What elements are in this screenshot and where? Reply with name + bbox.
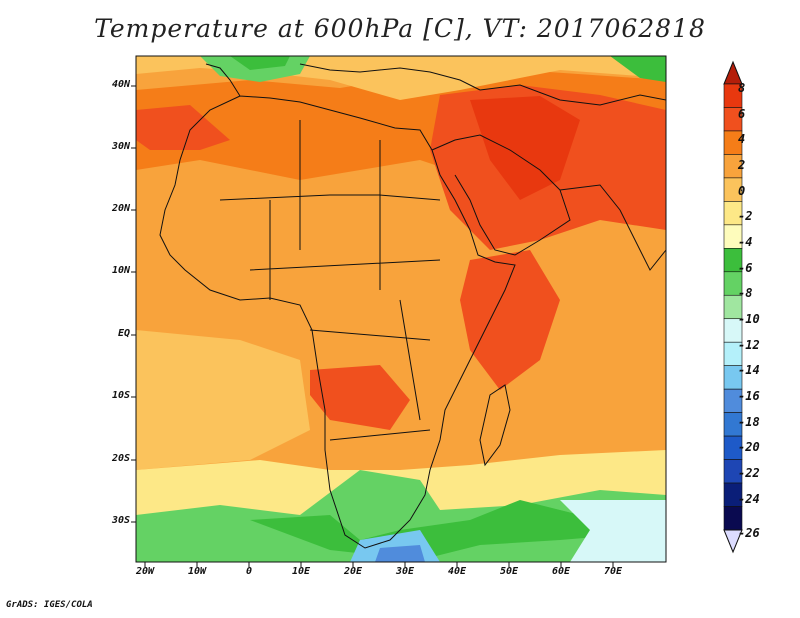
- colorbar-label: -20: [738, 440, 760, 454]
- madagascar-coast: [479, 384, 511, 467]
- colorbar-label: -6: [738, 261, 753, 275]
- colorbar-label: -8: [738, 286, 753, 300]
- field-south-cold: [560, 500, 666, 562]
- lon-label-10e: 10E: [291, 566, 311, 577]
- africa-coast: [159, 63, 516, 549]
- lat-label-30s: 30S: [111, 515, 130, 526]
- field-morocco-hot: [136, 105, 230, 150]
- axis-ticks: [131, 85, 614, 567]
- lon-label-20w: 20W: [135, 566, 155, 577]
- colorbar-label: -12: [738, 338, 760, 352]
- plot-frame: [135, 55, 667, 563]
- colorbar-label: -18: [738, 415, 760, 429]
- lat-label-10n: 10N: [111, 265, 130, 276]
- lat-label-20s: 20S: [111, 453, 130, 464]
- colorbar-label: -16: [738, 389, 760, 403]
- colorbar-label: 6: [738, 107, 746, 121]
- field-asia-cool: [610, 56, 666, 82]
- field-south-cooler: [250, 500, 620, 560]
- lat-label-30n: 30N: [111, 141, 130, 152]
- colorbar-label: 4: [738, 132, 746, 146]
- field-atlantic-mild: [136, 330, 310, 470]
- footer-credit: GrADS: IGES/COLA: [6, 600, 93, 610]
- lat-label-20n: 20N: [111, 203, 130, 214]
- lat-label-40n: 40N: [111, 79, 130, 90]
- lon-label-20e: 20E: [343, 566, 363, 577]
- lon-label-40e: 40E: [447, 566, 467, 577]
- lon-label-30e: 30E: [395, 566, 415, 577]
- field-arabia-hottest: [470, 96, 580, 200]
- country-borders: [219, 120, 441, 441]
- colorbar-label: -4: [738, 235, 753, 249]
- map-title: Temperature at 600hPa [C], VT: 201706281…: [94, 14, 706, 43]
- colorbar-label: -26: [738, 526, 760, 540]
- colorbar-label: -24: [738, 492, 760, 506]
- lon-label-70e: 70E: [603, 566, 623, 577]
- colorbar: [723, 60, 743, 554]
- colorbar-under-arrow: [723, 529, 743, 554]
- colorbar-label: -10: [738, 312, 760, 326]
- field-iberia-cold: [230, 56, 290, 70]
- field-east-africa-hot: [460, 250, 560, 390]
- colorbar-label: 0: [738, 184, 746, 198]
- india-coast: [559, 184, 666, 271]
- asia-coast: [479, 84, 666, 106]
- lat-label-eq: EQ: [117, 328, 130, 339]
- colorbar-label: 2: [738, 158, 746, 172]
- lon-label-10w: 10W: [187, 566, 207, 577]
- colorbar-label: -14: [738, 363, 760, 377]
- colorbar-label: -2: [738, 209, 753, 223]
- colorbar-label: -22: [738, 466, 760, 480]
- lon-label-50e: 50E: [499, 566, 519, 577]
- europe-coast: [299, 63, 481, 91]
- arabia-coast: [431, 134, 571, 256]
- field-south-cold-core: [375, 545, 425, 562]
- lat-label-10s: 10S: [111, 390, 130, 401]
- field-angola-hot: [310, 365, 410, 430]
- coastlines: [159, 63, 666, 549]
- lon-label-0: 0: [245, 566, 253, 577]
- lon-label-60e: 60E: [551, 566, 571, 577]
- colorbar-label: 8: [738, 81, 746, 95]
